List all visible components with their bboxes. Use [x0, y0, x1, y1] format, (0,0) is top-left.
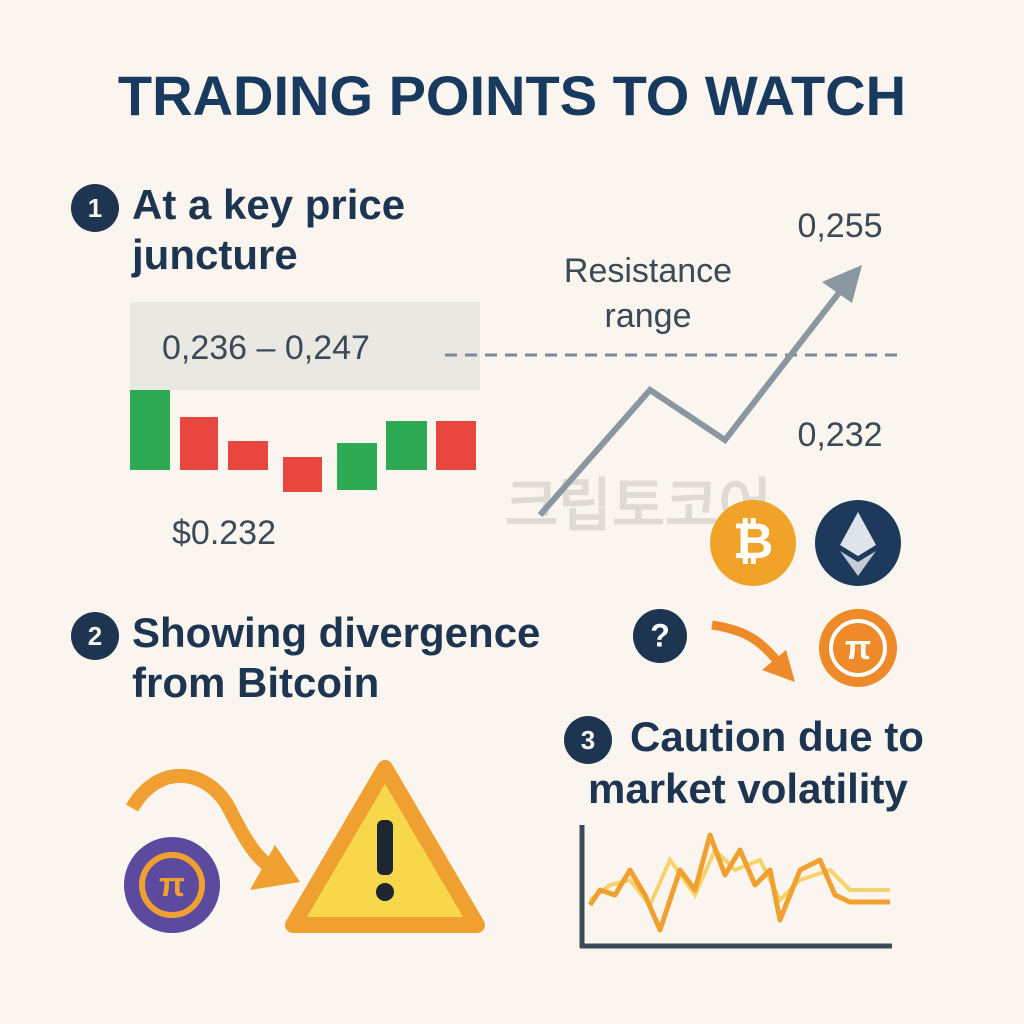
resistance-label: Resistance: [564, 252, 732, 290]
question-badge: [633, 609, 687, 663]
candle: [283, 457, 322, 492]
bitcoin-symbol: ₿: [733, 513, 774, 569]
trend-arrow: [537, 283, 848, 517]
warning-dot: [376, 883, 394, 901]
divergence-arrow: [125, 768, 276, 874]
candles: [130, 390, 476, 492]
ethereum-symbol: [840, 551, 876, 576]
pi-symbol: π: [845, 629, 871, 667]
candle: [337, 443, 377, 490]
arrow-head: [762, 650, 795, 682]
pi-symbol: π: [159, 866, 185, 904]
section-heading: from Bitcoin: [132, 659, 379, 706]
title: TRADING POINTS TO WATCH: [118, 64, 906, 127]
resistance-high: 0,255: [797, 207, 882, 245]
candle: [130, 390, 170, 470]
section-heading: juncture: [131, 231, 298, 278]
section-number: 3: [581, 725, 595, 755]
pi-coin-ring: [139, 852, 205, 918]
section-number: 2: [88, 621, 102, 651]
low-price: $0.232: [172, 514, 276, 552]
candle: [436, 421, 476, 470]
section-heading: Caution due to: [630, 713, 924, 760]
section-heading: Showing divergence: [132, 609, 540, 656]
volatility-line: [587, 832, 890, 933]
arrow-head: [822, 265, 862, 303]
price-range: 0,236 – 0,247: [162, 329, 370, 367]
arrow-head: [250, 845, 300, 890]
range-band: [130, 302, 480, 390]
bitcoin-coin: [710, 500, 796, 586]
warning-mark: [377, 820, 393, 875]
resistance-low: 0,232: [797, 416, 882, 454]
resistance-label: range: [605, 297, 692, 335]
section-heading: market volatility: [588, 765, 908, 812]
pi-coin-ring: [829, 619, 887, 677]
section-number-badge: [71, 612, 119, 660]
section-heading: At a key price: [132, 181, 405, 228]
divergence-arrow: [711, 620, 782, 665]
candle: [386, 421, 427, 470]
candle: [228, 441, 268, 470]
section-number-badge: [71, 184, 119, 232]
question-mark: ?: [650, 617, 670, 653]
section-number: 1: [88, 193, 102, 223]
pi-coin: [124, 837, 220, 933]
section-number-badge: [564, 716, 612, 764]
candle: [180, 417, 218, 470]
ethereum-symbol: [840, 512, 876, 556]
